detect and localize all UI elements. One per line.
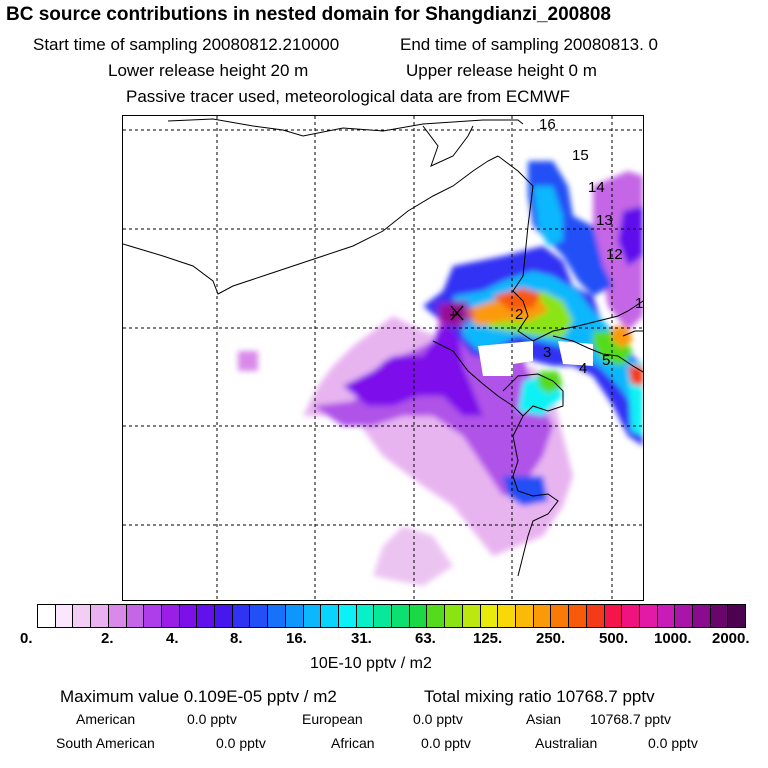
day-label-13: 13	[596, 212, 613, 229]
colorbar-swatch	[73, 605, 92, 627]
region-value-american: 0.0 pptv	[187, 711, 237, 727]
region-value-australian: 0.0 pptv	[648, 735, 698, 751]
colorbar-swatch	[232, 605, 251, 627]
colorbar-swatch	[374, 605, 393, 627]
map-svg: 1 2 3 4 5 12 13 14 15 16 +	[123, 116, 643, 600]
day-label-1: 1	[635, 295, 643, 312]
colorbar-tick: 250.	[536, 630, 566, 647]
colorbar-swatch	[586, 605, 605, 627]
colorbar-swatch	[392, 605, 410, 627]
upper-release-height: Upper release height 0 m	[406, 61, 597, 80]
region-name-african: African	[331, 735, 375, 751]
region-value-african: 0.0 pptv	[421, 735, 471, 751]
lower-release-height: Lower release height 20 m	[108, 61, 309, 80]
day-label-12: 12	[606, 246, 623, 263]
receptor-marker: +	[449, 305, 464, 324]
day-label-5: 5	[602, 352, 610, 369]
colorbar-tick: 31.	[351, 630, 372, 647]
colorbar-swatch	[108, 605, 127, 627]
colorbar-tick: 63.	[415, 630, 436, 647]
colorbar-swatch	[55, 605, 74, 627]
colorbar-swatch	[462, 605, 481, 627]
colorbar-tick: 125.	[473, 630, 503, 647]
colorbar-swatch	[126, 605, 145, 627]
contribution-map: 1 2 3 4 5 12 13 14 15 16 +	[122, 115, 644, 601]
colorbar-tick: 4.	[166, 630, 179, 647]
region-value-south-american: 0.0 pptv	[216, 735, 266, 751]
colorbar-swatch	[285, 605, 304, 627]
colorbar-swatch	[303, 605, 322, 627]
colorbar-swatch	[161, 605, 180, 627]
colorbar-swatch	[693, 605, 711, 627]
chart-title: BC source contributions in nested domain…	[6, 4, 611, 25]
colorbar-swatch	[338, 605, 357, 627]
day-label-14: 14	[588, 179, 605, 196]
colorbar-tick: 0.	[20, 630, 33, 647]
day-label-2: 2	[515, 306, 523, 323]
day-label-4: 4	[579, 360, 587, 377]
colorbar-swatch	[710, 605, 729, 627]
region-name-asian: Asian	[526, 711, 562, 727]
colorbar-swatch	[38, 605, 56, 627]
colorbar-swatch	[728, 605, 746, 627]
colorbar-swatch	[639, 605, 658, 627]
colorbar-swatch	[498, 605, 516, 627]
sampling-end: End time of sampling 20080813. 0	[400, 35, 659, 54]
colorbar-tick: 2000.	[712, 630, 750, 647]
day-labels: 1 2 3 4 5 12 13 14 15 16	[515, 116, 643, 377]
total-mixing-ratio: Total mixing ratio 10768.7 pptv	[424, 687, 655, 706]
day-label-3: 3	[543, 344, 551, 361]
region-name-european: European	[302, 711, 363, 727]
colorbar-tick: 2.	[101, 630, 114, 647]
colorbar-swatch	[268, 605, 286, 627]
lat-lon-grid	[123, 116, 643, 600]
region-value-asian: 10768.7 pptv	[590, 711, 671, 727]
colorbar-swatch	[657, 605, 676, 627]
colorbar-swatch	[480, 605, 499, 627]
colorbar-swatch	[91, 605, 109, 627]
receptor-plus: +	[449, 307, 458, 324]
colorbar-swatch	[197, 605, 216, 627]
colorbar-swatch	[427, 605, 446, 627]
colorbar-unit: 10E-10 pptv / m2	[310, 655, 432, 672]
region-name-australian: Australian	[535, 735, 598, 751]
sampling-start: Start time of sampling 20080812.210000	[33, 35, 340, 54]
region-name-south-american: South American	[56, 735, 155, 751]
colorbar-tick: 8.	[230, 630, 243, 647]
colorbar-swatch	[622, 605, 640, 627]
colorbar-swatch	[569, 605, 587, 627]
colorbar-swatch	[250, 605, 269, 627]
colorbar-swatch	[144, 605, 162, 627]
region-name-american: American	[76, 711, 136, 727]
colorbar-swatch	[179, 605, 198, 627]
region-value-european: 0.0 pptv	[413, 711, 463, 727]
day-label-16: 16	[539, 116, 556, 133]
colorbar-swatch	[445, 605, 463, 627]
colorbar-swatch	[409, 605, 428, 627]
colorbar-swatch	[321, 605, 339, 627]
colorbar-tick: 16.	[286, 630, 307, 647]
day-label-15: 15	[572, 147, 589, 164]
colorbar-swatch	[356, 605, 375, 627]
tracer-note: Passive tracer used, meteorological data…	[126, 87, 571, 106]
colorbar-swatch	[551, 605, 570, 627]
colorbar-swatch	[515, 605, 534, 627]
colorbar-tick: 500.	[599, 630, 629, 647]
maximum-value: Maximum value 0.109E-05 pptv / m2	[60, 687, 337, 706]
colorbar	[37, 604, 746, 628]
colorbar-swatch	[215, 605, 233, 627]
colorbar-swatch	[675, 605, 694, 627]
colorbar-tick: 1000.	[654, 630, 692, 647]
colorbar-swatch	[604, 605, 623, 627]
colorbar-swatch	[533, 605, 552, 627]
